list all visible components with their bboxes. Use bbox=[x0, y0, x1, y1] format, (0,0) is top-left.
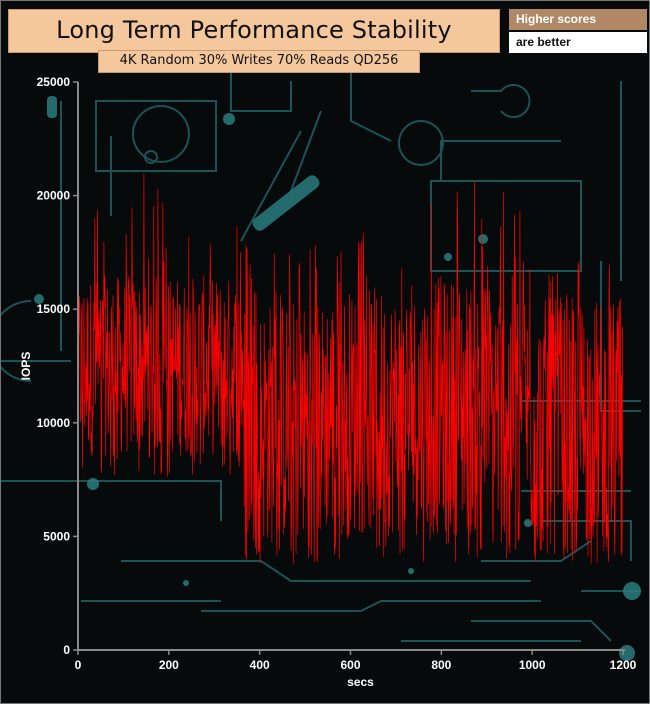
series-layer bbox=[77, 173, 623, 564]
x-tick-label: 200 bbox=[159, 658, 179, 672]
x-tick-label: 600 bbox=[340, 658, 360, 672]
x-tick-label: 800 bbox=[431, 658, 451, 672]
title-box: Long Term Performance Stability bbox=[8, 9, 500, 53]
higher-scores-badge: Higher scores bbox=[509, 9, 647, 30]
x-tick-label: 1000 bbox=[519, 658, 546, 672]
x-tick-label: 1200 bbox=[610, 658, 637, 672]
y-tick-label: 5000 bbox=[43, 529, 70, 543]
y-tick-label: 15000 bbox=[37, 302, 71, 316]
x-tick-label: 400 bbox=[250, 658, 270, 672]
y-axis-label: IOPS bbox=[19, 352, 33, 381]
y-tick-label: 10000 bbox=[37, 416, 71, 430]
are-better-badge: are better bbox=[509, 32, 647, 53]
x-tick-label: 0 bbox=[75, 658, 82, 672]
axes-layer: 0 5000 10000 15000 20000 25000 0 200 400 600 800 10… bbox=[19, 75, 637, 689]
series-line-0 bbox=[77, 173, 623, 564]
badge-line-1: Higher scores bbox=[516, 12, 597, 26]
badge-line-2: are better bbox=[516, 35, 571, 49]
subtitle-box: 4K Random 30% Writes 70% Reads QD256 bbox=[98, 50, 420, 73]
x-axis-label: secs bbox=[347, 675, 374, 689]
y-tick-label: 25000 bbox=[37, 75, 71, 89]
chart-title: Long Term Performance Stability bbox=[56, 16, 452, 44]
y-tick-label: 0 bbox=[63, 643, 70, 657]
chart-subtitle: 4K Random 30% Writes 70% Reads QD256 bbox=[119, 53, 399, 68]
y-tick-label: 20000 bbox=[37, 189, 71, 203]
